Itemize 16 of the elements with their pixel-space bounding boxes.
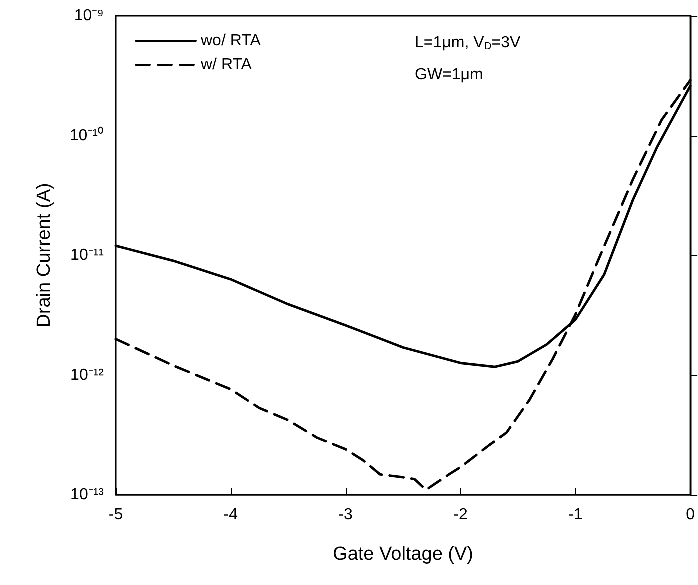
y-tick-label: 10⁻¹³ [70, 486, 105, 504]
x-tick-label: -2 [454, 506, 468, 524]
y-axis-title: Drain Current (A) [34, 183, 55, 328]
x-tick-label: -5 [108, 506, 124, 524]
y-tick-label: 10⁻¹² [70, 366, 105, 384]
x-tick-label: -1 [568, 506, 583, 524]
y-tick-label: 10⁻¹¹ [70, 247, 104, 264]
x-tick-label: 0 [686, 506, 696, 524]
x-tick-label: -3 [338, 506, 354, 524]
legend-label: w/ RTA [200, 56, 252, 74]
x-axis-title: Gate Voltage (V) [333, 544, 474, 565]
y-tick-label: 10⁻⁹ [74, 8, 104, 24]
legend-label: wo/ RTA [200, 32, 262, 50]
x-tick-label: -4 [224, 506, 238, 524]
y-tick-label: 10⁻¹⁰ [70, 126, 104, 144]
annotation: GW=1μm [415, 66, 484, 84]
